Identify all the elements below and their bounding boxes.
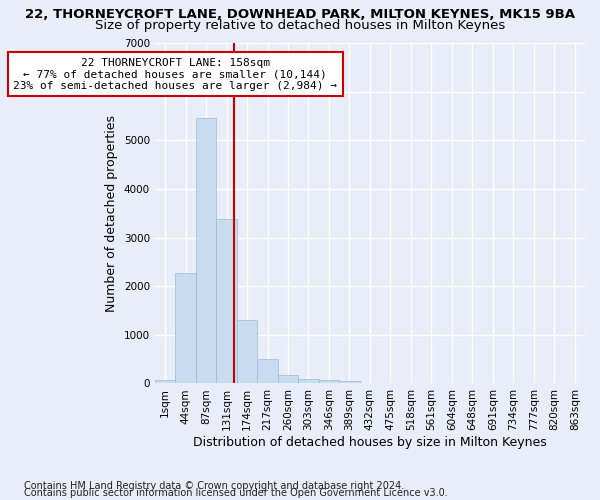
Bar	[319, 380, 339, 384]
Text: Contains public sector information licensed under the Open Government Licence v3: Contains public sector information licen…	[24, 488, 448, 498]
Text: 22 THORNEYCROFT LANE: 158sqm
← 77% of detached houses are smaller (10,144)
23% o: 22 THORNEYCROFT LANE: 158sqm ← 77% of de…	[13, 58, 337, 91]
Text: Contains HM Land Registry data © Crown copyright and database right 2024.: Contains HM Land Registry data © Crown c…	[24, 481, 404, 491]
Y-axis label: Number of detached properties: Number of detached properties	[106, 114, 118, 312]
Bar	[196, 118, 217, 384]
Bar	[298, 380, 319, 384]
Bar	[278, 375, 298, 384]
Bar	[217, 219, 237, 384]
Text: Size of property relative to detached houses in Milton Keynes: Size of property relative to detached ho…	[95, 18, 505, 32]
Bar	[175, 273, 196, 384]
X-axis label: Distribution of detached houses by size in Milton Keynes: Distribution of detached houses by size …	[193, 436, 547, 449]
Bar	[155, 380, 175, 384]
Bar	[237, 320, 257, 384]
Bar	[339, 381, 359, 384]
Text: 22, THORNEYCROFT LANE, DOWNHEAD PARK, MILTON KEYNES, MK15 9BA: 22, THORNEYCROFT LANE, DOWNHEAD PARK, MI…	[25, 8, 575, 20]
Bar	[257, 359, 278, 384]
